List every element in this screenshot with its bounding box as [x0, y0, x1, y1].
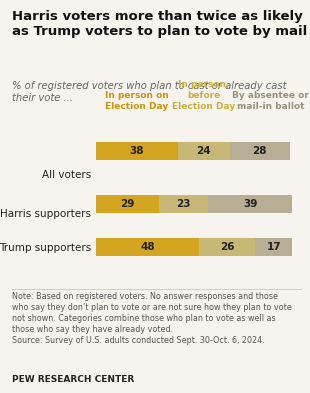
Text: Harris voters more than twice as likely
as Trump voters to plan to vote by mail: Harris voters more than twice as likely …	[12, 10, 308, 39]
Text: Trump supporters: Trump supporters	[0, 243, 91, 253]
Text: 17: 17	[267, 242, 281, 252]
Text: All voters: All voters	[42, 170, 91, 180]
Text: % of registered voters who plan to cast or already cast
their vote ...: % of registered voters who plan to cast …	[12, 81, 287, 103]
Text: 39: 39	[243, 199, 257, 209]
Text: 38: 38	[130, 146, 144, 156]
Text: By absentee or
mail-in ballot: By absentee or mail-in ballot	[232, 91, 309, 111]
Bar	[230, 142, 290, 160]
Text: 26: 26	[220, 242, 235, 252]
Bar	[178, 142, 230, 160]
Text: 48: 48	[140, 242, 155, 252]
Text: In person on
Election Day: In person on Election Day	[105, 91, 169, 111]
Text: 24: 24	[197, 146, 211, 156]
Bar	[96, 237, 199, 256]
Bar	[96, 195, 158, 213]
Text: 29: 29	[120, 199, 135, 209]
Text: PEW RESEARCH CENTER: PEW RESEARCH CENTER	[12, 375, 135, 384]
Bar	[96, 142, 178, 160]
Text: In person,
before
Election Day: In person, before Election Day	[172, 80, 235, 111]
Text: Note: Based on registered voters. No answer responses and those
who say they don: Note: Based on registered voters. No ans…	[12, 292, 292, 345]
Bar	[208, 195, 292, 213]
Bar	[199, 237, 255, 256]
Bar	[255, 237, 292, 256]
Text: Harris supporters: Harris supporters	[0, 209, 91, 219]
Text: 23: 23	[176, 199, 191, 209]
Bar	[158, 195, 208, 213]
Text: 28: 28	[253, 146, 267, 156]
